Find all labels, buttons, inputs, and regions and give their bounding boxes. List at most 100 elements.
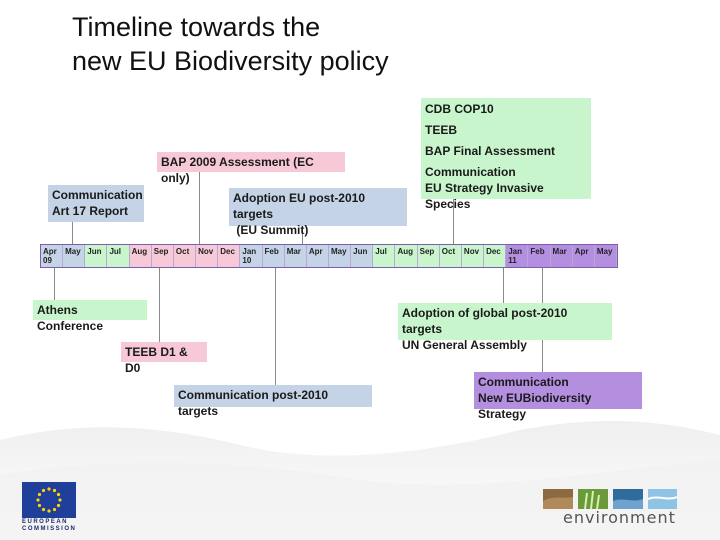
event-line: (EU Summit) (233, 223, 309, 237)
event-line: Athens Conference (37, 303, 104, 333)
year-label: 10 (242, 256, 252, 265)
month-label: Dec (220, 247, 235, 256)
eu-star-icon (56, 492, 61, 497)
month-label: Jul (109, 247, 122, 256)
event-adoption-global-targets: Adoption of global post-2010 targets UN … (398, 303, 612, 352)
connector-athens (54, 268, 55, 300)
timeline-month: Dec (218, 245, 241, 267)
timeline-month: Apr (306, 245, 329, 267)
eu-star-icon (37, 503, 42, 508)
event-teeb-d1-d0: TEEB D1 & D0 (121, 342, 207, 375)
timeline-month: Sep (151, 245, 174, 267)
month-label: Jan (508, 247, 523, 256)
european-commission-label: EUROPEAN COMMISSION (22, 519, 76, 533)
month-label: Apr (574, 247, 589, 256)
connector-adoption-eu (302, 226, 303, 244)
month-label: Jan (242, 247, 257, 256)
timeline-month: Oct (439, 245, 462, 267)
month-label: Mar (552, 247, 567, 256)
event-line: Communication post-2010 targets (178, 388, 329, 418)
timeline-month: Oct (173, 245, 197, 267)
timeline-month: May (329, 245, 352, 267)
eu-star-icon (37, 492, 42, 497)
eu-star-icon (41, 507, 46, 512)
month-label: May (331, 247, 347, 256)
month-label: Jun (353, 247, 368, 256)
event-line: EU Strategy Invasive Species (425, 181, 544, 211)
event-line: CDB COP10 (425, 102, 494, 116)
month-label: May (65, 247, 81, 256)
event-line: Art 17 Report (52, 204, 129, 218)
timeline-month: May (63, 245, 86, 267)
timeline-month: Apr 09 (41, 245, 64, 267)
month-label: Oct (441, 247, 456, 256)
month-label: Sep (153, 247, 169, 256)
month-label: Apr (308, 247, 323, 256)
eu-label-line-2: COMMISSION (22, 526, 77, 532)
event-line: Communication (478, 375, 569, 389)
month-label: Nov (463, 247, 480, 256)
month-label: Mar (286, 247, 301, 256)
timeline-month: Jan 11 (506, 245, 529, 267)
eu-star-icon (52, 507, 57, 512)
month-label: Nov (198, 247, 214, 256)
eu-label-line-1: EUROPEAN (22, 519, 69, 525)
timeline-month: Apr (572, 245, 595, 267)
event-line: Adoption of global post-2010 targets (402, 306, 568, 336)
month-label: Aug (131, 247, 148, 256)
month-label: Feb (264, 247, 279, 256)
connector-comm-post2010 (275, 268, 276, 385)
month-label: May (596, 247, 613, 256)
month-label: Jun (87, 247, 102, 256)
timeline-month: Aug (395, 245, 418, 267)
timeline-month: May (594, 245, 617, 267)
event-communication-new-strategy: Communication New EUBiodiversity Strateg… (474, 372, 642, 421)
eu-flag-icon (22, 482, 76, 518)
event-bap-2009-assessment: BAP 2009 Assessment (EC only) (157, 152, 345, 185)
event-line: BAP Final Assessment (425, 144, 556, 158)
event-line: Communication (52, 188, 143, 202)
eu-star-icon (52, 488, 57, 493)
month-label: Apr (43, 247, 57, 256)
month-label: Oct (175, 247, 190, 256)
eu-star-icon (56, 503, 61, 508)
timeline-month: Sep (417, 245, 440, 267)
timeline-month: Jul (107, 245, 130, 267)
month-label: Sep (419, 247, 435, 256)
month-label: Feb (530, 247, 545, 256)
event-line: Adoption EU post-2010 targets (233, 191, 366, 221)
slide-title: Timeline towards the new EU Biodiversity… (72, 10, 389, 78)
landscape-background (0, 420, 720, 540)
title-line-2: new EU Biodiversity policy (72, 46, 389, 76)
eu-star-icon (58, 498, 62, 502)
event-cbd-cop10: CDB COP10 TEEB BAP Final Assessment Comm… (421, 98, 591, 211)
environment-logo-icon (543, 489, 677, 510)
connector-comm-art17 (72, 222, 73, 244)
year-label: 11 (508, 256, 517, 265)
event-line: TEEB D1 & D0 (125, 345, 188, 375)
connector-bap2009 (199, 170, 200, 244)
connector-teeb-d1 (159, 268, 160, 342)
timeline-month: Jul (373, 245, 396, 267)
event-communication-post2010: Communication post-2010 targets (174, 385, 372, 418)
title-line-1: Timeline towards the (72, 12, 321, 42)
eu-star-icon (47, 487, 51, 491)
event-line: Communication (425, 165, 516, 179)
eu-star-icon (47, 509, 51, 513)
timeline-month: Jan 10 (240, 245, 263, 267)
environment-label: environment (563, 508, 676, 527)
timeline-bar: Apr 09 May Jun Jul Aug Sep Oct Nov Dec Jan 10 Feb Mar… (40, 244, 618, 268)
month-label: Jul (375, 247, 387, 256)
connector-adoption-global (503, 268, 504, 303)
eu-star-icon (41, 488, 46, 493)
event-line: UN General Assembly (402, 338, 527, 352)
connector-cbd (453, 199, 454, 244)
timeline-month: Jun (351, 245, 374, 267)
timeline-month: Jun (85, 245, 108, 267)
event-athens-conference: Athens Conference (33, 300, 147, 333)
month-label: Dec (486, 247, 501, 256)
event-communication-art17: Communication Art 17 Report (48, 185, 144, 222)
timeline-month: Dec (484, 245, 507, 267)
timeline-month: Nov (196, 245, 219, 267)
event-line: TEEB (425, 123, 458, 137)
